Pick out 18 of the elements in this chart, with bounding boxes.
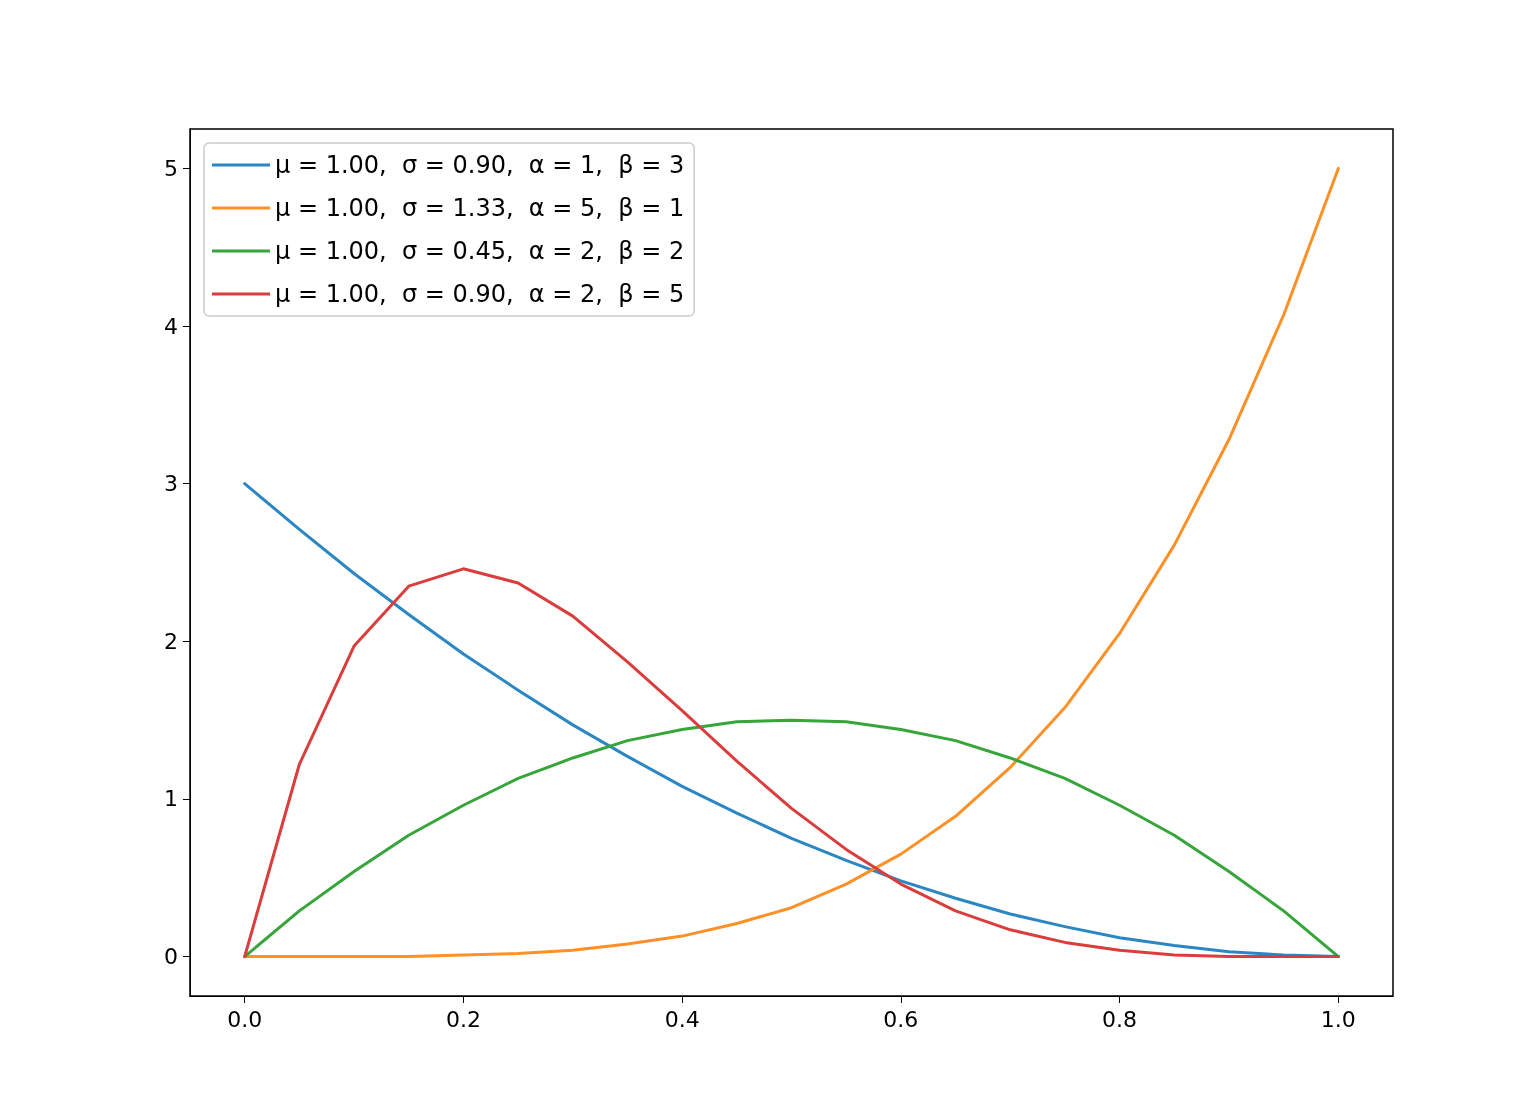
x-tick-label: 0.6 [883,1006,919,1032]
line-series [243,567,1340,959]
legend-label: μ = 1.00, σ = 0.45, α = 2, β = 2 [275,237,685,265]
y-tick-label: 0 [164,944,178,970]
y-tick-label: 1 [164,786,178,812]
y-tick-label: 2 [164,628,178,654]
x-tick-label: 0.0 [227,1006,263,1032]
legend-label: μ = 1.00, σ = 0.90, α = 2, β = 5 [275,280,685,308]
y-tick-label: 4 [164,313,178,339]
legend-label: μ = 1.00, σ = 0.90, α = 1, β = 3 [275,151,685,179]
x-tick-label: 1.0 [1320,1006,1356,1032]
x-tick-label: 0.4 [664,1006,700,1032]
x-tick-label: 0.8 [1102,1006,1138,1032]
y-tick-label: 5 [164,155,178,181]
legend-label: μ = 1.00, σ = 1.33, α = 5, β = 1 [275,194,685,222]
line-series [243,718,1340,959]
x-tick-label: 0.2 [445,1006,481,1032]
y-tick-label: 3 [164,471,178,497]
